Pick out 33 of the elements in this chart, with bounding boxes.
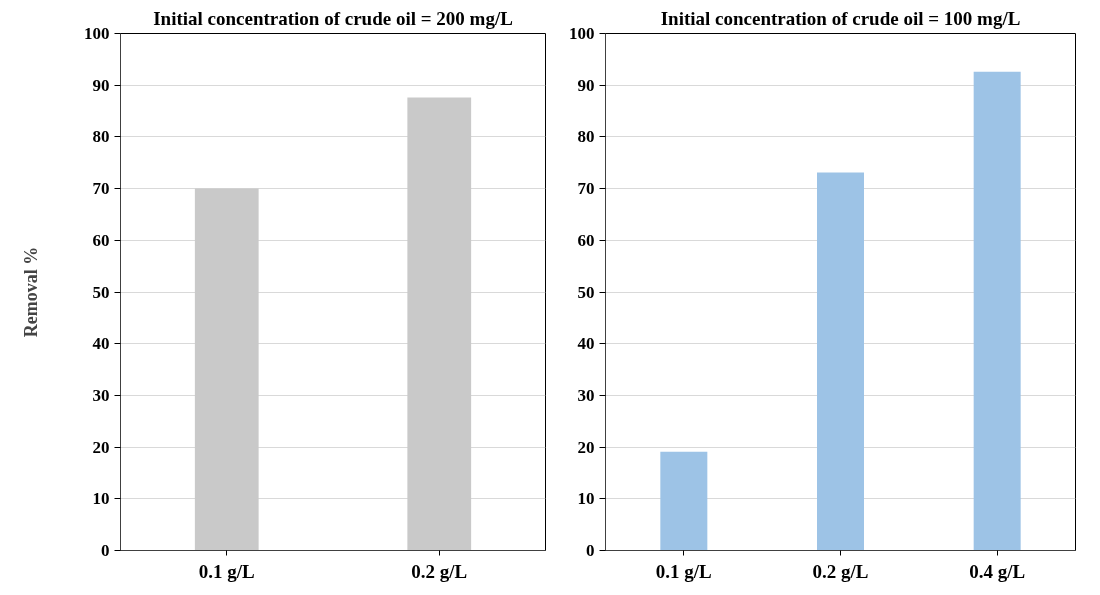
x-tick-label: 0.2 g/L [411,560,468,582]
y-tick-label: 20 [92,437,110,457]
chart-title: Initial concentration of crude oil = 100 mg/L [660,7,1021,29]
y-tick-label: 60 [92,230,110,250]
x-tick-label: 0.1 g/L [655,560,712,582]
y-tick-label: 20 [577,437,595,457]
y-tick-label: 70 [92,179,110,199]
y-tick-label: 80 [92,127,110,147]
y-axis-title: Removal % [21,246,41,338]
y-tick-label: 0 [101,541,110,560]
y-tick-label: 50 [577,282,595,302]
x-tick-label: 0.2 g/L [812,560,869,582]
y-tick-label: 30 [577,385,595,405]
y-tick-label: 0 [586,541,595,560]
y-tick-label: 30 [92,385,110,405]
bar [817,172,864,551]
y-tick-label: 100 [569,24,595,43]
y-tick-label: 50 [92,282,110,302]
y-tick-label: 10 [92,489,110,509]
y-tick-label: 70 [577,179,595,199]
y-tick-label: 90 [577,75,595,95]
bar [973,71,1021,551]
y-tick-label: 40 [92,334,110,354]
chart-title: Initial concentration of crude oil = 200 mg/L [153,7,513,29]
bar [660,451,708,551]
y-tick-label: 90 [92,75,110,95]
y-tick-label: 100 [84,24,110,43]
x-tick-label: 0.1 g/L [198,560,255,582]
x-tick-label: 0.4 g/L [969,560,1026,582]
y-tick-label: 40 [577,334,595,354]
y-tick-label: 60 [577,230,595,250]
y-tick-label: 10 [577,489,595,509]
y-tick-label: 80 [577,127,595,147]
